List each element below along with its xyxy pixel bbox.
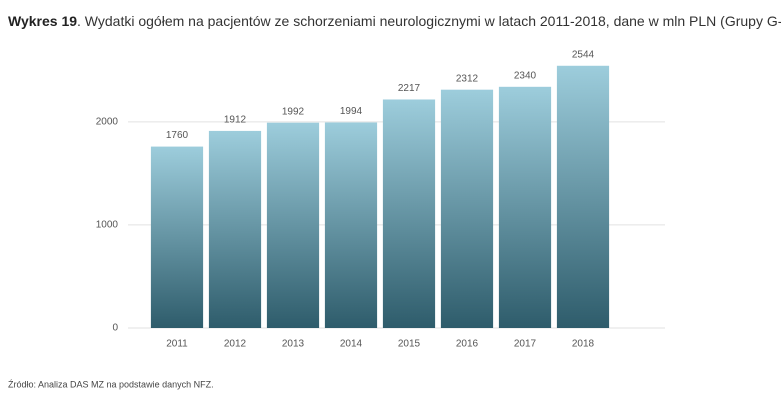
x-tick-label: 2016 <box>456 339 479 350</box>
value-label: 1760 <box>166 130 189 141</box>
value-label: 2217 <box>398 83 421 94</box>
bar <box>498 86 552 328</box>
title-text: . Wydatki ogółem na pacjentów ze schorze… <box>77 13 781 29</box>
x-tick-label: 2011 <box>166 339 188 350</box>
value-label: 2340 <box>514 70 537 81</box>
bar <box>150 146 204 328</box>
y-tick-label: 1000 <box>96 220 119 231</box>
bar <box>382 99 436 329</box>
value-label: 1994 <box>340 106 363 117</box>
x-tick-label: 2017 <box>514 339 537 350</box>
x-tick-label: 2013 <box>282 339 305 350</box>
value-label: 2312 <box>456 73 479 84</box>
bar <box>324 122 378 328</box>
x-tick-label: 2015 <box>398 339 421 350</box>
value-label: 2544 <box>572 49 595 60</box>
y-tick-label: 2000 <box>96 116 119 127</box>
y-tick-label: 0 <box>112 323 118 334</box>
bar <box>208 130 262 328</box>
value-label: 1992 <box>282 106 305 117</box>
figure-label: Wykres 19 <box>8 13 77 29</box>
bar <box>440 89 494 328</box>
source-note: Źródło: Analiza DAS MZ na podstawie dany… <box>8 379 214 389</box>
chart-title: Wykres 19. Wydatki ogółem na pacjentów z… <box>8 13 781 29</box>
value-label: 1912 <box>224 115 247 126</box>
x-tick-label: 2018 <box>572 339 595 350</box>
x-tick-label: 2014 <box>340 339 363 350</box>
x-tick-label: 2012 <box>224 339 247 350</box>
bar <box>266 122 320 328</box>
bar <box>556 65 610 328</box>
